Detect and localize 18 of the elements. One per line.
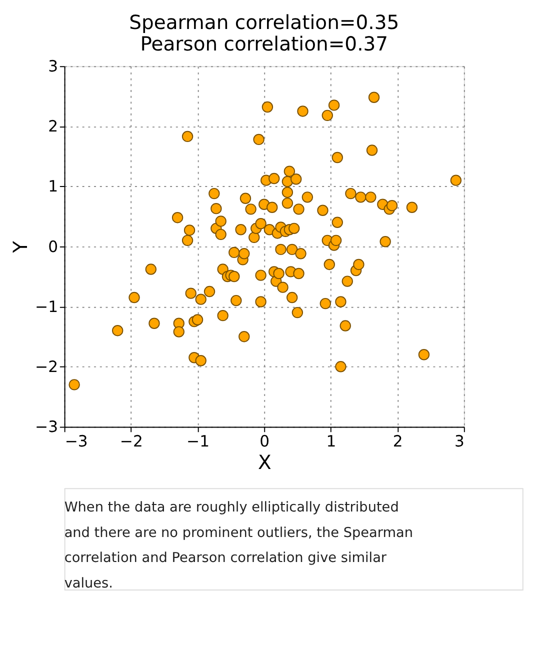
y-tick-label: −2 [35,358,58,376]
y-tick-label: 3 [48,58,58,76]
x-tick-label: −1 [186,432,210,451]
x-tick-label: 3 [454,432,464,451]
x-tick-label: −3 [64,432,88,451]
y-tick-label: 0 [48,238,58,256]
y-tick-label: −3 [35,418,58,436]
y-tick-label: 2 [48,118,58,136]
x-axis-title: X [258,451,272,474]
chart-title: Spearman correlation=0.35 Pearson correlation=0.37 [129,11,400,56]
x-tick-label: 0 [260,432,270,451]
x-tick-label: −2 [120,432,143,451]
y-tick-label: 1 [48,178,58,196]
text: When the data are roughly elliptically distributed and there are no prominent outliers, the Spearman correlation and Pearson correlation give similar values. [64,500,413,592]
y-tick-label: −1 [35,298,58,316]
x-tick-label: 1 [326,432,336,451]
y-axis-title: Y [9,240,32,254]
x-tick-label: 2 [392,432,403,451]
